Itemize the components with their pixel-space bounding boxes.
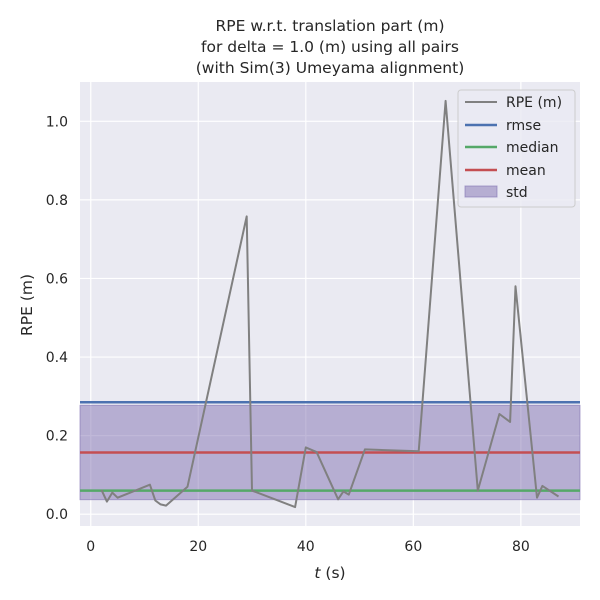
legend-label-median: median xyxy=(506,140,558,156)
rpe-series-line xyxy=(100,99,560,509)
y-tick-label: 0.8 xyxy=(46,193,68,209)
x-tick-label: 0 xyxy=(86,539,95,555)
tick-labels: 0 20 40 60 80 0.0 0.2 0.4 0.6 0.8 1.0 xyxy=(46,114,530,555)
y-tick-label: 0.4 xyxy=(46,350,68,366)
x-tick-label: 80 xyxy=(512,539,530,555)
y-axis-label: RPE (m) xyxy=(18,274,36,336)
legend-label-std: std xyxy=(506,185,528,201)
legend-box xyxy=(457,89,576,208)
legend-label-rmse: rmse xyxy=(506,118,541,134)
chart-title-line-2: for delta = 1.0 (m) using all pairs xyxy=(201,38,459,56)
legend-label-mean: mean xyxy=(506,163,546,179)
y-tick-label: 0.2 xyxy=(46,429,68,445)
y-tick-label: 0.0 xyxy=(46,507,68,523)
x-axis-label-unit: (s) xyxy=(320,564,345,582)
x-axis-label: t (s) xyxy=(314,564,345,582)
x-axis-label-variable: t xyxy=(314,564,321,582)
stat-lines-layer xyxy=(80,400,580,492)
y-tick-label: 1.0 xyxy=(46,114,68,130)
x-tick-label: 40 xyxy=(297,539,315,555)
legend-swatch-std xyxy=(464,185,498,198)
x-tick-label: 20 xyxy=(189,539,207,555)
chart-title-line-1: RPE w.r.t. translation part (m) xyxy=(215,17,444,35)
legend-label-rpe: RPE (m) xyxy=(506,95,562,111)
y-tick-label: 0.6 xyxy=(46,271,68,287)
x-tick-label: 60 xyxy=(404,539,422,555)
legend: RPE (m) rmse median mean std xyxy=(457,89,576,208)
series-layer xyxy=(100,99,560,509)
chart-title-line-3: (with Sim(3) Umeyama alignment) xyxy=(196,59,465,77)
